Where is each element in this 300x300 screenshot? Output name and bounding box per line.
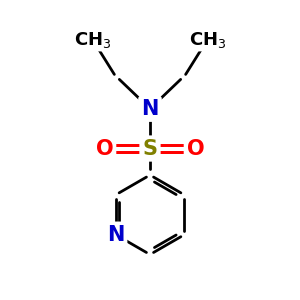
Text: CH$_3$: CH$_3$ <box>74 30 111 50</box>
Text: N: N <box>141 99 159 119</box>
Text: CH$_3$: CH$_3$ <box>189 30 226 50</box>
Text: O: O <box>95 139 113 158</box>
Text: S: S <box>142 139 158 158</box>
Text: N: N <box>107 225 124 245</box>
Text: O: O <box>187 139 205 158</box>
